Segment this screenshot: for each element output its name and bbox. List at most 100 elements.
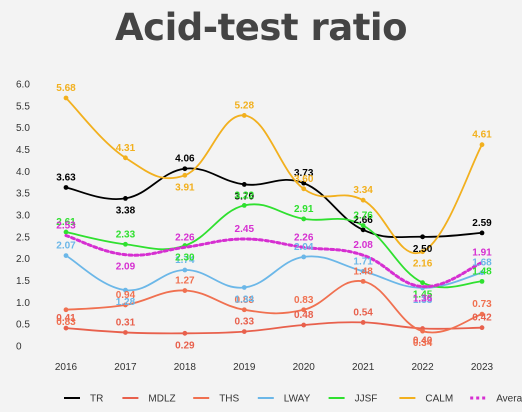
data-point-lway <box>479 270 485 276</box>
series-line-tr <box>65 167 483 239</box>
data-label-lway: 1.74 <box>175 255 195 266</box>
data-label-average: 2.53 <box>56 221 76 232</box>
data-point-lway <box>63 253 69 259</box>
data-label-calm: 3.91 <box>175 182 195 193</box>
data-point-tr <box>123 196 128 201</box>
data-point-mdlz <box>241 329 247 334</box>
y-axis: 0 0.5 1.0 1.5 2.0 2.5 3.0 3.5 4.0 4.5 5.0 5.5 6.0 <box>16 80 30 353</box>
data-label-lway: 2.04 <box>294 242 314 253</box>
data-point-calm <box>360 197 366 203</box>
data-label-calm: 5.28 <box>235 100 255 111</box>
data-label-tr: 3.73 <box>294 168 314 179</box>
data-point-tr <box>360 227 366 233</box>
legend-item-lway: LWAY <box>257 394 311 405</box>
data-point-jjsf <box>241 202 247 208</box>
data-label-jjsf: 3.22 <box>235 190 255 201</box>
legend-item-calm: CALM <box>399 394 453 405</box>
data-label-calm: 4.31 <box>116 143 136 154</box>
y-tick-label: 0.5 <box>16 320 30 331</box>
data-label-ths: 0.34 <box>413 338 433 349</box>
data-label-average: 1.91 <box>472 248 492 259</box>
data-label-jjsf: 2.61 <box>56 217 76 228</box>
y-tick-label: 4.0 <box>16 167 30 178</box>
data-point-ths <box>182 288 188 293</box>
data-point-calm <box>420 249 425 255</box>
data-point-mdlz <box>182 330 188 336</box>
data-point-ths <box>420 328 425 334</box>
data-point-mdlz <box>63 325 69 331</box>
data-point-ths <box>63 307 69 313</box>
data-label-tr: 4.06 <box>175 154 195 165</box>
x-tick-label: 2018 <box>174 362 197 373</box>
y-tick-label: 1.5 <box>16 276 30 287</box>
x-tick-label: 2021 <box>352 362 375 373</box>
series-line-ths <box>65 280 483 334</box>
data-label-tr: 3.63 <box>56 172 76 183</box>
data-point-lway <box>182 267 188 273</box>
legend-item-tr: TR <box>64 394 103 405</box>
data-label-calm: 3.60 <box>294 174 314 185</box>
data-label-mdlz: 0.42 <box>472 313 492 324</box>
data-point-jjsf <box>420 280 425 286</box>
data-point-calm <box>479 142 485 148</box>
data-point-ths <box>301 307 307 313</box>
legend-label: LWAY <box>284 394 311 405</box>
data-label-ths: 0.73 <box>472 299 492 310</box>
series-line-average <box>64 234 484 289</box>
data-label-calm: 5.68 <box>56 83 76 94</box>
data-label-ths: 0.94 <box>116 290 136 301</box>
data-label-tr: 2.66 <box>353 215 373 226</box>
x-tick-label: 2020 <box>293 362 316 373</box>
data-label-jjsf: 2.76 <box>353 210 373 221</box>
legend-label: CALM <box>425 394 453 405</box>
data-point-mdlz <box>301 322 307 328</box>
series-line-jjsf <box>65 203 483 289</box>
data-point-tr <box>301 180 307 186</box>
data-point-jjsf <box>63 229 69 235</box>
data-point-tr <box>63 185 69 190</box>
data-label-lway: 1.33 <box>413 295 433 306</box>
data-label-average: 2.08 <box>353 240 373 251</box>
y-tick-label: 1.0 <box>16 298 30 309</box>
data-label-average: 1.36 <box>413 294 433 305</box>
data-label-jjsf: 1.48 <box>472 266 492 277</box>
data-point-lway <box>301 254 307 260</box>
y-tick-label: 2.5 <box>16 232 30 243</box>
data-point-tr <box>241 182 247 187</box>
y-tick-label: 5.0 <box>16 123 30 134</box>
x-tick-label: 2022 <box>411 362 434 373</box>
data-label-lway: 1.28 <box>116 297 136 308</box>
data-label-tr: 2.59 <box>472 218 492 229</box>
data-point-calm <box>123 155 128 161</box>
y-tick-label: 3.0 <box>16 211 30 222</box>
legend-label: JJSF <box>355 394 378 405</box>
data-label-ths: 0.83 <box>56 317 76 328</box>
data-point-tr <box>182 166 188 172</box>
data-point-lway <box>360 268 366 274</box>
chart-title: Acid-test ratio <box>115 6 407 49</box>
x-axis: 2016 2017 2018 2019 2020 2021 2022 2023 <box>55 362 494 373</box>
y-tick-label: 2.0 <box>16 254 30 265</box>
data-label-mdlz: 0.31 <box>116 317 136 328</box>
data-point-tr <box>479 230 485 236</box>
data-point-calm <box>301 186 307 192</box>
data-label-ths: 0.83 <box>294 295 314 306</box>
data-label-calm: 2.16 <box>413 259 433 270</box>
data-label-calm: 4.61 <box>472 130 492 141</box>
data-point-jjsf <box>123 241 128 247</box>
data-label-average: 2.26 <box>294 232 314 243</box>
data-point-ths <box>241 307 247 313</box>
data-point-jjsf <box>479 278 485 284</box>
data-labels: 3.63 3.38 4.06 3.70 3.73 2.66 2.50 2.59 0.41 0.31… <box>56 83 492 351</box>
data-label-jjsf: 1.45 <box>413 290 433 301</box>
y-tick-label: 3.5 <box>16 189 30 200</box>
data-label-lway: 1.34 <box>235 294 255 305</box>
data-label-jjsf: 2.30 <box>175 253 195 264</box>
data-point-mdlz <box>479 325 485 331</box>
legend-label: MDLZ <box>148 394 175 405</box>
legend-label: TR <box>90 394 103 405</box>
x-tick-label: 2017 <box>114 362 137 373</box>
legend-item-average: Average <box>470 394 522 405</box>
data-label-jjsf: 2.91 <box>294 204 314 215</box>
